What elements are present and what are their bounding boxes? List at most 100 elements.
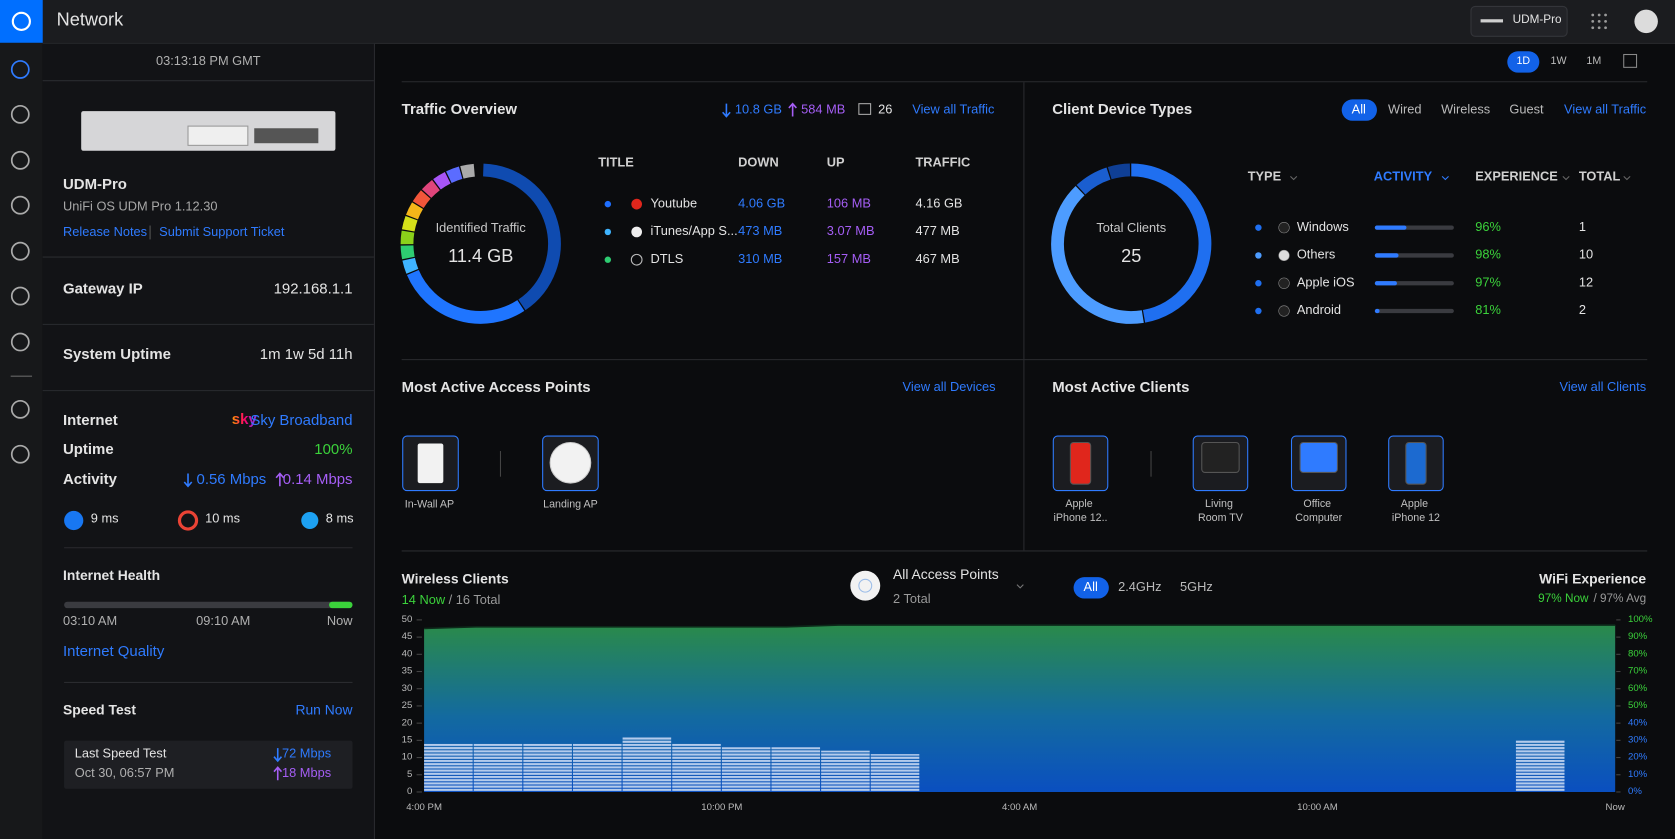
y2-tick-label: 60%	[1628, 683, 1648, 694]
donut-segment	[402, 257, 419, 274]
link[interactable]: View all Traffic	[1564, 101, 1647, 116]
arrow-up	[273, 766, 283, 781]
row-dot	[1255, 307, 1262, 315]
y2-tick-label: 20%	[1628, 752, 1648, 763]
row-dot	[1255, 224, 1262, 231]
y-tick-label: 0	[407, 786, 412, 797]
label: Youtube	[651, 195, 698, 210]
device-icon	[1480, 19, 1504, 23]
band-button[interactable]: 2.4GHz	[1118, 579, 1161, 594]
donut-segment	[1107, 163, 1131, 180]
row-dot	[604, 228, 612, 236]
client-label: Apple iPhone 12	[1392, 498, 1440, 524]
link[interactable]: View all Clients	[1560, 379, 1647, 394]
dropdown[interactable]: All Access Points	[893, 566, 999, 582]
client-label: Office Computer	[1295, 498, 1342, 524]
range-button[interactable]: 1W	[1551, 55, 1568, 67]
button[interactable]: Run Now	[295, 702, 353, 718]
client-bar	[821, 750, 870, 792]
label: Identified Traffic	[436, 220, 527, 235]
label: 0.56 Mbps	[197, 471, 267, 488]
ap-icon	[549, 441, 592, 484]
label: 26	[878, 101, 892, 116]
device-image-ports	[254, 128, 319, 144]
label: 10.8 GB	[735, 101, 782, 116]
caret	[1562, 175, 1570, 181]
device-button[interactable]	[1470, 5, 1568, 37]
filter-button[interactable]: Wired	[1388, 101, 1421, 116]
label: 467 MB	[915, 251, 959, 266]
y2-tick-label: 70%	[1628, 666, 1648, 677]
nav-icon[interactable]	[10, 195, 30, 215]
label: Internet Health	[63, 567, 160, 583]
column-header[interactable]: TOTAL	[1579, 169, 1621, 184]
donut-segment	[412, 190, 431, 209]
link[interactable]: View all Traffic	[912, 101, 995, 116]
label: 96%	[1475, 219, 1501, 234]
label: UDM-Pro	[63, 176, 127, 193]
column-header: TITLE	[598, 155, 634, 170]
column-header[interactable]: EXPERIENCE	[1475, 169, 1558, 184]
link[interactable]: Submit Support Ticket	[159, 224, 285, 239]
nav-icon[interactable]	[10, 104, 30, 124]
y2-tick-label: 100%	[1628, 614, 1653, 625]
nav-icon[interactable]	[10, 399, 30, 419]
band-button[interactable]: All	[1084, 579, 1098, 594]
os-icon	[1278, 305, 1290, 317]
y-tick-label: 50	[402, 614, 413, 625]
label: 72 Mbps	[282, 746, 331, 761]
donut-segment	[1076, 167, 1111, 195]
arrow-down	[273, 748, 283, 763]
y2-tick-label: 40%	[1628, 717, 1648, 728]
client-bar	[424, 743, 473, 792]
label: 2 Total	[893, 591, 931, 606]
label: 25	[1121, 246, 1141, 266]
label: 09:10 AM	[196, 613, 250, 628]
link[interactable]: View all Devices	[903, 379, 996, 394]
device-label: In-Wall AP	[405, 498, 454, 510]
label: Uptime	[63, 441, 114, 458]
label: 157 MB	[827, 251, 871, 266]
link[interactable]: Release Notes	[63, 224, 147, 239]
caret	[1290, 175, 1298, 181]
label: iTunes/App S...	[651, 223, 738, 238]
label: System Uptime	[63, 346, 171, 363]
column-header[interactable]: ACTIVITY	[1374, 169, 1433, 184]
column-header[interactable]: TYPE	[1248, 169, 1282, 184]
band-active	[1073, 577, 1109, 599]
range-active	[1507, 51, 1540, 73]
nav-icon[interactable]	[10, 332, 30, 352]
donut-segment	[400, 230, 415, 245]
client-bar	[523, 743, 572, 792]
client-icon	[1405, 441, 1427, 485]
label: Sky Broadband	[250, 412, 352, 429]
donut-segment	[421, 180, 440, 199]
speed-test-box	[64, 740, 353, 789]
filter-button[interactable]: All	[1352, 101, 1366, 116]
band-button[interactable]: 5GHz	[1180, 579, 1213, 594]
nav-icon[interactable]	[10, 150, 30, 170]
nav-icon[interactable]	[10, 286, 30, 306]
y2-tick-label: 80%	[1628, 648, 1648, 659]
logo-ring	[11, 11, 31, 31]
nav-icon[interactable]	[10, 444, 30, 464]
nav-icon[interactable]	[10, 241, 30, 261]
nav-icon[interactable]	[10, 60, 30, 79]
donut-segment	[460, 163, 475, 179]
device-button-label[interactable]: UDM-Pro	[1513, 13, 1562, 26]
range-button[interactable]: 1M	[1586, 55, 1601, 67]
label: 1m 1w 5d 11h	[260, 346, 353, 363]
label: 1	[1579, 219, 1586, 234]
filter-button[interactable]: Guest	[1509, 101, 1544, 116]
donut-segment	[400, 245, 415, 260]
y-tick-label: 15	[402, 734, 413, 745]
os-icon	[1278, 222, 1290, 234]
health-bar-good	[329, 601, 353, 609]
link[interactable]: Internet Quality	[63, 643, 165, 660]
label: Last Speed Test	[75, 746, 167, 761]
client-bar	[473, 743, 523, 792]
y-tick-label: 45	[402, 631, 413, 642]
filter-button[interactable]: Wireless	[1441, 101, 1490, 116]
twitter-icon	[301, 511, 319, 530]
range-button[interactable]: 1D	[1516, 55, 1530, 67]
